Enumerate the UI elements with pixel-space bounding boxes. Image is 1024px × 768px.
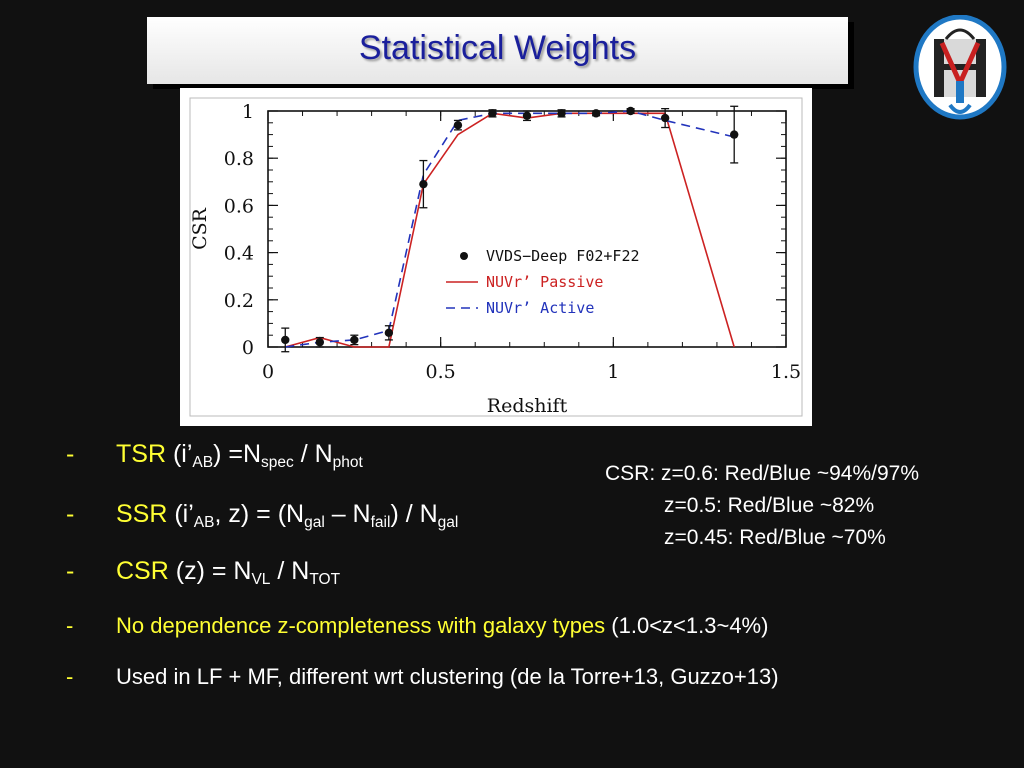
legend-label-points: VVDS−Deep F02+F22 [486,247,640,265]
ssr-arg-pre: (i’ [174,500,194,528]
used-in-text: Used in LF + MF, different wrt clusterin… [116,664,779,689]
bullet-dash: - [66,613,74,638]
ssr-n2-sub: fail [370,514,391,531]
csr-n2-sub: TOT [309,571,341,588]
data-point [350,335,359,345]
data-point [453,120,463,130]
data-point [384,328,394,338]
y-tick-label: 0.8 [224,148,254,170]
tsr-n2-sub: phot [332,454,363,471]
tsr-sep: / N [293,440,333,468]
data-point [281,335,290,345]
csr-sep: / N [270,557,310,585]
y-tick-label: 0.2 [224,290,254,312]
data-point [522,111,532,120]
csr-note: CSR: z=0.6: Red/Blue ~94%/97% z=0.5: Red… [605,458,919,554]
csr-arg: (z) = N [175,557,252,585]
legend-marker-points [460,252,468,260]
x-tick-label: 0.5 [426,361,456,383]
y-axis-label: CSR [189,207,211,250]
csr-chart-svg: 0 0.5 1 1.5 0 0.2 0.4 0.6 0.8 1 Redshift CSR VVDS−De… [189,97,803,417]
x-tick-label: 0 [262,361,274,383]
data-point [660,113,670,123]
legend-label-active: NUVr’ Active [486,299,594,317]
x-tick-label: 1 [607,361,619,383]
bullet-dash: - [66,557,75,585]
y-tick-label: 0.6 [224,195,254,217]
slide-title: Statistical Weights [358,29,637,67]
tsr-arg-pre: (i’ [172,440,193,468]
data-point [315,338,324,347]
csr-chart: 0 0.5 1 1.5 0 0.2 0.4 0.6 0.8 1 Redshift CSR VVDS−De… [180,88,812,426]
tsr-eq: =N [228,440,262,468]
no-dependence-text: No dependence z-completeness with galaxy… [116,613,606,638]
data-point [626,106,635,116]
title-banner: Statistical Weights [147,17,848,84]
csr-note-line: z=0.45: Red/Blue ~70% [664,526,886,549]
ssr-mid: – N [324,500,371,528]
csr-note-line: z=0.5: Red/Blue ~82% [664,494,875,517]
csr-n1-sub: VL [251,571,271,588]
x-tick-label: 1.5 [771,361,801,383]
tsr-label: TSR [116,440,166,468]
vvds-shield-logo-icon [913,15,1007,120]
ssr-label: SSR [116,500,168,528]
no-dependence-paren: (1.0<z<1.3~4%) [605,613,769,638]
data-point [488,109,497,118]
data-point [591,109,601,118]
ssr-n1-sub: gal [304,514,325,531]
data-point [419,179,428,189]
x-axis-label: Redshift [487,395,568,417]
ssr-mid2: ) / N [390,500,438,528]
chart-outer-border [189,97,803,417]
tsr-arg-sub: AB [192,454,214,471]
ssr-n3-sub: gal [437,514,459,531]
data-point [557,109,566,118]
csr-note-line: CSR: z=0.6: Red/Blue ~94%/97% [605,462,920,485]
y-tick-label: 0 [242,337,254,359]
bullet-dash: - [66,664,74,689]
y-tick-label: 1 [242,101,254,123]
bullet-dash: - [66,440,75,468]
legend-label-passive: NUVr’ Passive [486,273,603,291]
tsr-arg-post: ) [213,440,222,468]
data-point [730,130,739,139]
y-tick-label: 0.4 [224,243,254,265]
tsr-n1-sub: spec [261,454,294,471]
bullet-dash: - [66,500,75,528]
ssr-arg-post: , z) = (N [214,500,305,528]
csr-label: CSR [116,557,169,585]
ssr-arg-sub: AB [193,514,215,531]
